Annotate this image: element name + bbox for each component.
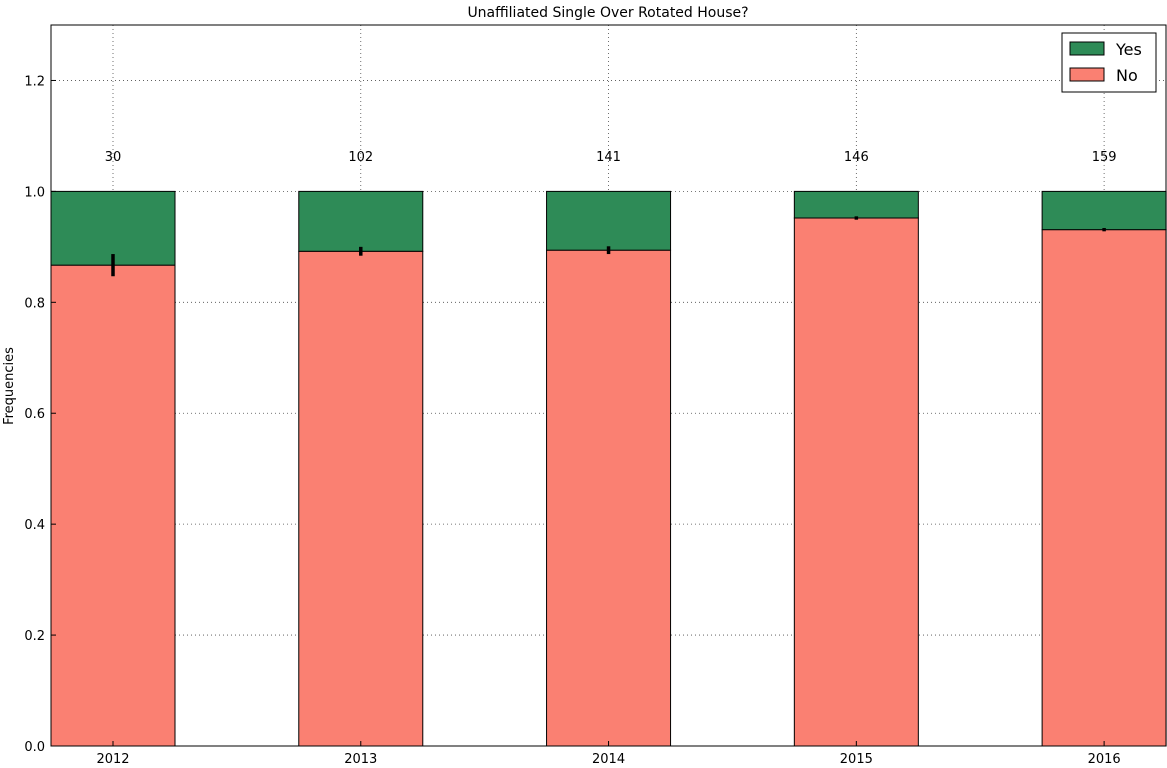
legend-label-no: No: [1116, 66, 1138, 85]
bar-no-2015: [793, 217, 919, 747]
count-labels-group: 30 102 141 146 159: [105, 150, 1117, 165]
y-tick-label: 0.4: [24, 518, 45, 533]
bar-no-2013: [298, 250, 424, 747]
bar-yes-2014: [546, 190, 672, 251]
count-label-2013: 102: [348, 150, 373, 165]
x-tick-label-2014: 2014: [592, 752, 625, 767]
count-label-2012: 30: [105, 150, 122, 165]
x-tick-label-2016: 2016: [1088, 752, 1121, 767]
count-label-2015: 146: [844, 150, 869, 165]
bar-yes-2016: [1041, 190, 1167, 231]
y-axis-label: Frequencies: [2, 347, 17, 425]
error-bars-group: [111, 216, 1106, 277]
chart-title: Unaffiliated Single Over Rotated House?: [467, 5, 748, 21]
legend: Yes No: [1061, 32, 1157, 93]
bar-yes-2015: [793, 190, 919, 219]
legend-swatch-yes: [1069, 41, 1105, 56]
y-tick-label: 0.0: [24, 740, 45, 755]
y-tick-label: 0.6: [24, 407, 45, 422]
y-tick-label: 0.8: [24, 296, 45, 311]
axes-group: 0.0 0.2 0.4 0.6 0.8 1.0 1.2 2012 2013 2014 2015 201…: [24, 24, 1167, 767]
bar-no-2014: [546, 249, 672, 747]
count-label-2016: 159: [1092, 150, 1117, 165]
x-tick-label-2012: 2012: [96, 752, 129, 767]
count-label-2014: 141: [596, 150, 621, 165]
bar-yes-2012: [50, 190, 176, 266]
x-tick-label-2015: 2015: [840, 752, 873, 767]
bar-yes-2013: [298, 190, 424, 252]
y-tick-label: 0.2: [24, 629, 45, 644]
legend-swatch-no: [1069, 67, 1105, 82]
bar-no-2012: [50, 264, 176, 747]
x-tick-label-2013: 2013: [344, 752, 377, 767]
bar-no-2016: [1041, 229, 1167, 747]
y-tick-label: 1.2: [24, 74, 45, 89]
legend-label-yes: Yes: [1115, 40, 1142, 59]
plot-frame: [50, 24, 1167, 747]
bars-group: [50, 190, 1167, 747]
y-tick-label: 1.0: [24, 185, 45, 200]
